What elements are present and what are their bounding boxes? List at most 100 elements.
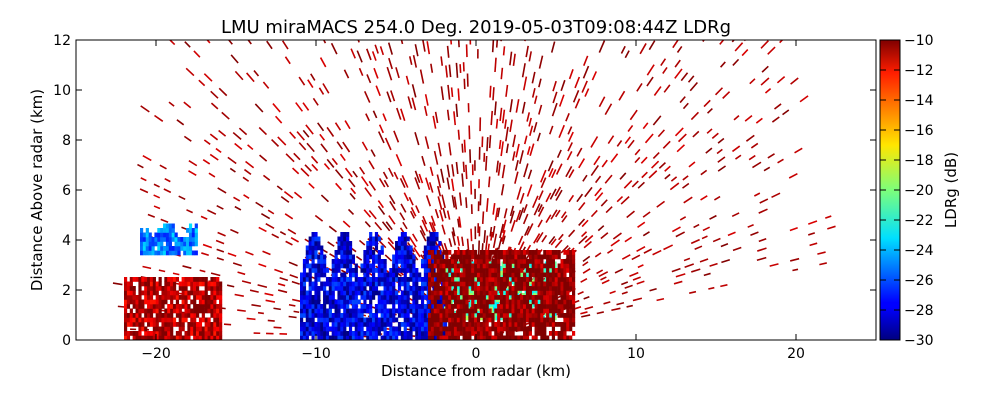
ldr-cell xyxy=(312,282,315,287)
ldr-cell xyxy=(566,313,569,318)
ldr-cell xyxy=(434,331,437,336)
range-gate xyxy=(250,290,259,292)
ldr-cell xyxy=(340,318,343,323)
ldr-cell xyxy=(196,304,199,309)
ldr-cell xyxy=(337,282,340,287)
ldr-cell xyxy=(401,246,404,251)
ldr-cell xyxy=(166,237,169,242)
ldr-cell xyxy=(182,313,185,318)
ldr-cell xyxy=(184,282,187,287)
ldr-cell xyxy=(437,264,440,269)
range-gate xyxy=(359,240,364,245)
ldr-cell xyxy=(163,224,166,229)
ldr-cell xyxy=(497,286,500,291)
ldr-cell xyxy=(150,291,153,296)
ldr-cell xyxy=(421,313,424,318)
ldr-cell xyxy=(512,304,515,309)
range-gate xyxy=(502,184,504,195)
ldr-cell xyxy=(202,327,205,332)
ldr-cell xyxy=(375,268,378,273)
ldr-cell xyxy=(199,304,202,309)
ldr-cell xyxy=(317,295,320,300)
ldr-cell xyxy=(401,277,404,282)
ldr-cell xyxy=(552,331,555,336)
ldr-cell xyxy=(509,268,512,273)
range-gate xyxy=(244,195,250,198)
ldr-cell xyxy=(381,313,384,318)
ldr-cell xyxy=(552,259,555,264)
ldr-cell xyxy=(154,237,157,242)
ldr-cell xyxy=(133,331,136,336)
ldr-cell xyxy=(428,291,431,296)
ldr-cell xyxy=(398,277,401,282)
range-gate xyxy=(344,70,348,78)
range-gate xyxy=(625,237,632,241)
ldr-cell xyxy=(454,250,457,255)
ldr-cell xyxy=(193,295,196,300)
ldr-cell xyxy=(326,309,329,314)
ldr-cell xyxy=(434,282,437,287)
range-gate xyxy=(427,195,431,206)
ldr-cell xyxy=(514,309,517,314)
ldr-cell xyxy=(320,259,323,264)
ldr-cell xyxy=(523,255,526,260)
ldr-cell xyxy=(372,327,375,332)
range-gate xyxy=(657,201,665,207)
ldr-cell xyxy=(193,327,196,332)
ldr-cell xyxy=(520,268,523,273)
range-gate xyxy=(423,40,425,52)
ldr-cell xyxy=(143,246,146,251)
ldr-cell xyxy=(360,313,363,318)
ldr-cell xyxy=(332,291,335,296)
ldr-cell xyxy=(360,318,363,323)
range-gate xyxy=(675,69,682,78)
range-gate xyxy=(582,81,587,93)
ldr-cell xyxy=(471,309,474,314)
ldr-cell xyxy=(369,300,372,305)
ldr-cell xyxy=(187,295,190,300)
range-gate xyxy=(430,167,432,176)
ldr-cell xyxy=(415,268,418,273)
ldr-cell xyxy=(454,255,457,260)
ldr-cell xyxy=(147,295,150,300)
colorbar-label: LDRg (dB) xyxy=(942,152,960,228)
range-gate xyxy=(285,214,293,219)
range-gate xyxy=(529,118,531,126)
ldr-cell xyxy=(202,313,205,318)
ldr-cell xyxy=(529,273,532,278)
ldr-cell xyxy=(560,304,563,309)
ldr-cell xyxy=(369,264,372,269)
ldr-cell xyxy=(143,242,146,247)
range-gate xyxy=(723,92,730,99)
ldr-cell xyxy=(468,259,471,264)
colorbar-tick-label: −26 xyxy=(904,273,934,289)
ldr-cell xyxy=(152,246,155,251)
range-gate xyxy=(448,85,450,100)
ldr-cell xyxy=(445,313,448,318)
ldr-cell xyxy=(514,322,517,327)
ldr-cell xyxy=(407,322,410,327)
range-gate xyxy=(199,80,205,85)
ldr-cell xyxy=(152,237,155,242)
ldr-cell xyxy=(474,322,477,327)
range-gate xyxy=(720,38,725,44)
ldr-cell xyxy=(424,255,427,260)
ldr-cell xyxy=(317,286,320,291)
colorbar-tick-label: −22 xyxy=(904,213,934,229)
ldr-cell xyxy=(360,295,363,300)
ldr-cell xyxy=(451,322,454,327)
range-gate xyxy=(203,245,212,248)
range-gate xyxy=(371,150,375,157)
range-gate xyxy=(184,102,191,108)
ldr-cell xyxy=(463,313,466,318)
ldr-cell xyxy=(401,331,404,336)
ldr-cell xyxy=(184,331,187,336)
range-gate xyxy=(783,110,789,115)
ldr-cell xyxy=(486,304,489,309)
ldr-cell xyxy=(395,331,398,336)
ldr-cell xyxy=(329,286,332,291)
ldr-cell xyxy=(133,304,136,309)
ldr-cell xyxy=(491,300,494,305)
range-gate xyxy=(810,243,818,245)
range-gate xyxy=(611,308,620,310)
